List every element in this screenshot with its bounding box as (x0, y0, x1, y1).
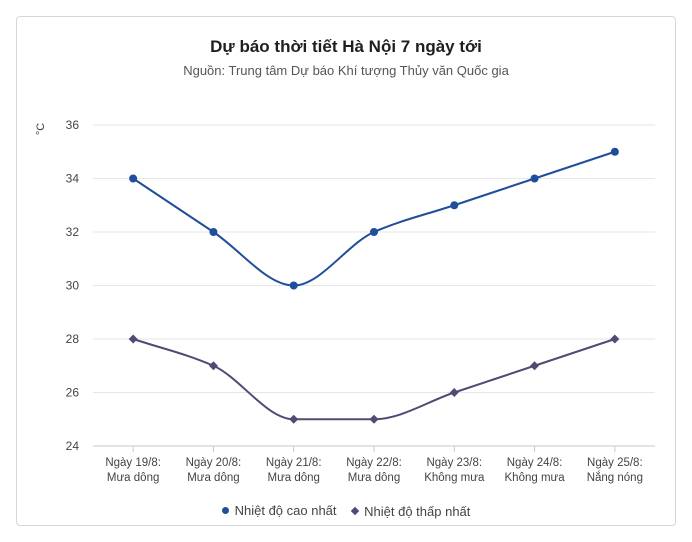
y-tick-label-24: 24 (66, 439, 80, 453)
y-tick-label-28: 28 (66, 332, 80, 346)
series-line-low (132, 338, 616, 421)
data-point-high (289, 281, 298, 290)
x-tick-date: Ngày 25/8: (587, 457, 643, 469)
x-tick-label: Ngày 20/8: Mưa dông (186, 457, 242, 484)
data-point-low (530, 361, 540, 371)
data-point-low (208, 361, 218, 371)
x-tick-label: Ngày 19/8: Mưa dông (105, 457, 161, 484)
x-tick-weather: Không mưa (505, 472, 566, 484)
data-point-high (370, 228, 378, 236)
legend-label-high: Nhiệt độ cao nhất (234, 503, 337, 518)
x-tick-date: Ngày 21/8: (266, 457, 322, 469)
chart-title: Dự báo thời tiết Hà Nội 7 ngày tới (210, 37, 482, 56)
x-tick-label: Ngày 24/8: Không mưa (505, 457, 566, 484)
y-tick-label-34: 34 (66, 172, 80, 186)
data-point-high (610, 147, 619, 156)
y-tick-label-32: 32 (66, 225, 80, 239)
data-point-low (449, 388, 459, 397)
data-point-high (450, 201, 459, 210)
x-tick-label: Ngày 21/8: Mưa dông (266, 457, 322, 484)
x-tick-label: Ngày 23/8: Không mưa (424, 457, 485, 484)
x-tick-date: Ngày 23/8: (426, 457, 482, 469)
data-point-high (129, 174, 138, 183)
y-tick-label-26: 26 (66, 386, 80, 400)
legend-marker-low (350, 506, 360, 516)
data-point-high (530, 174, 539, 183)
x-tick-date: Ngày 24/8: (507, 457, 563, 469)
x-tick-weather: Nắng nóng (587, 471, 643, 484)
x-tick-date: Ngày 20/8: (186, 457, 242, 469)
x-tick-date: Ngày 19/8: (105, 457, 161, 469)
data-point-low (128, 334, 138, 344)
x-tick-weather: Mưa dông (348, 472, 400, 484)
legend-item-low[interactable]: Nhiệt độ thấp nhất (350, 503, 471, 519)
x-tick-weather: Mưa dông (267, 472, 319, 484)
data-point-high (209, 228, 218, 236)
chart-legend: Nhiệt độ cao nhất Nhiệt độ thấp nhất (0, 502, 692, 519)
y-axis-unit: °C (35, 123, 47, 135)
y-tick-label-36: 36 (66, 118, 80, 132)
legend-marker-high (221, 507, 229, 514)
chart-subtitle: Nguồn: Trung tâm Dự báo Khí tượng Thủy v… (183, 63, 509, 78)
x-tick-date: Ngày 22/8: (346, 457, 402, 469)
x-tick-label: Ngày 25/8: Nắng nóng (587, 457, 643, 484)
data-point-low (369, 414, 379, 424)
legend-item-high[interactable]: Nhiệt độ cao nhất (221, 503, 337, 518)
x-tick-label: Ngày 22/8: Mưa dông (346, 457, 402, 484)
data-point-low (610, 334, 620, 344)
x-tick-weather: Mưa dông (187, 472, 239, 484)
x-tick-weather: Mưa dông (107, 472, 159, 484)
chart-card (16, 16, 676, 526)
x-tick-weather: Không mưa (424, 472, 485, 484)
legend-label-low: Nhiệt độ thấp nhất (364, 503, 471, 519)
series-line-high (132, 150, 616, 287)
data-point-low (289, 414, 299, 424)
y-tick-label-30: 30 (66, 279, 80, 293)
